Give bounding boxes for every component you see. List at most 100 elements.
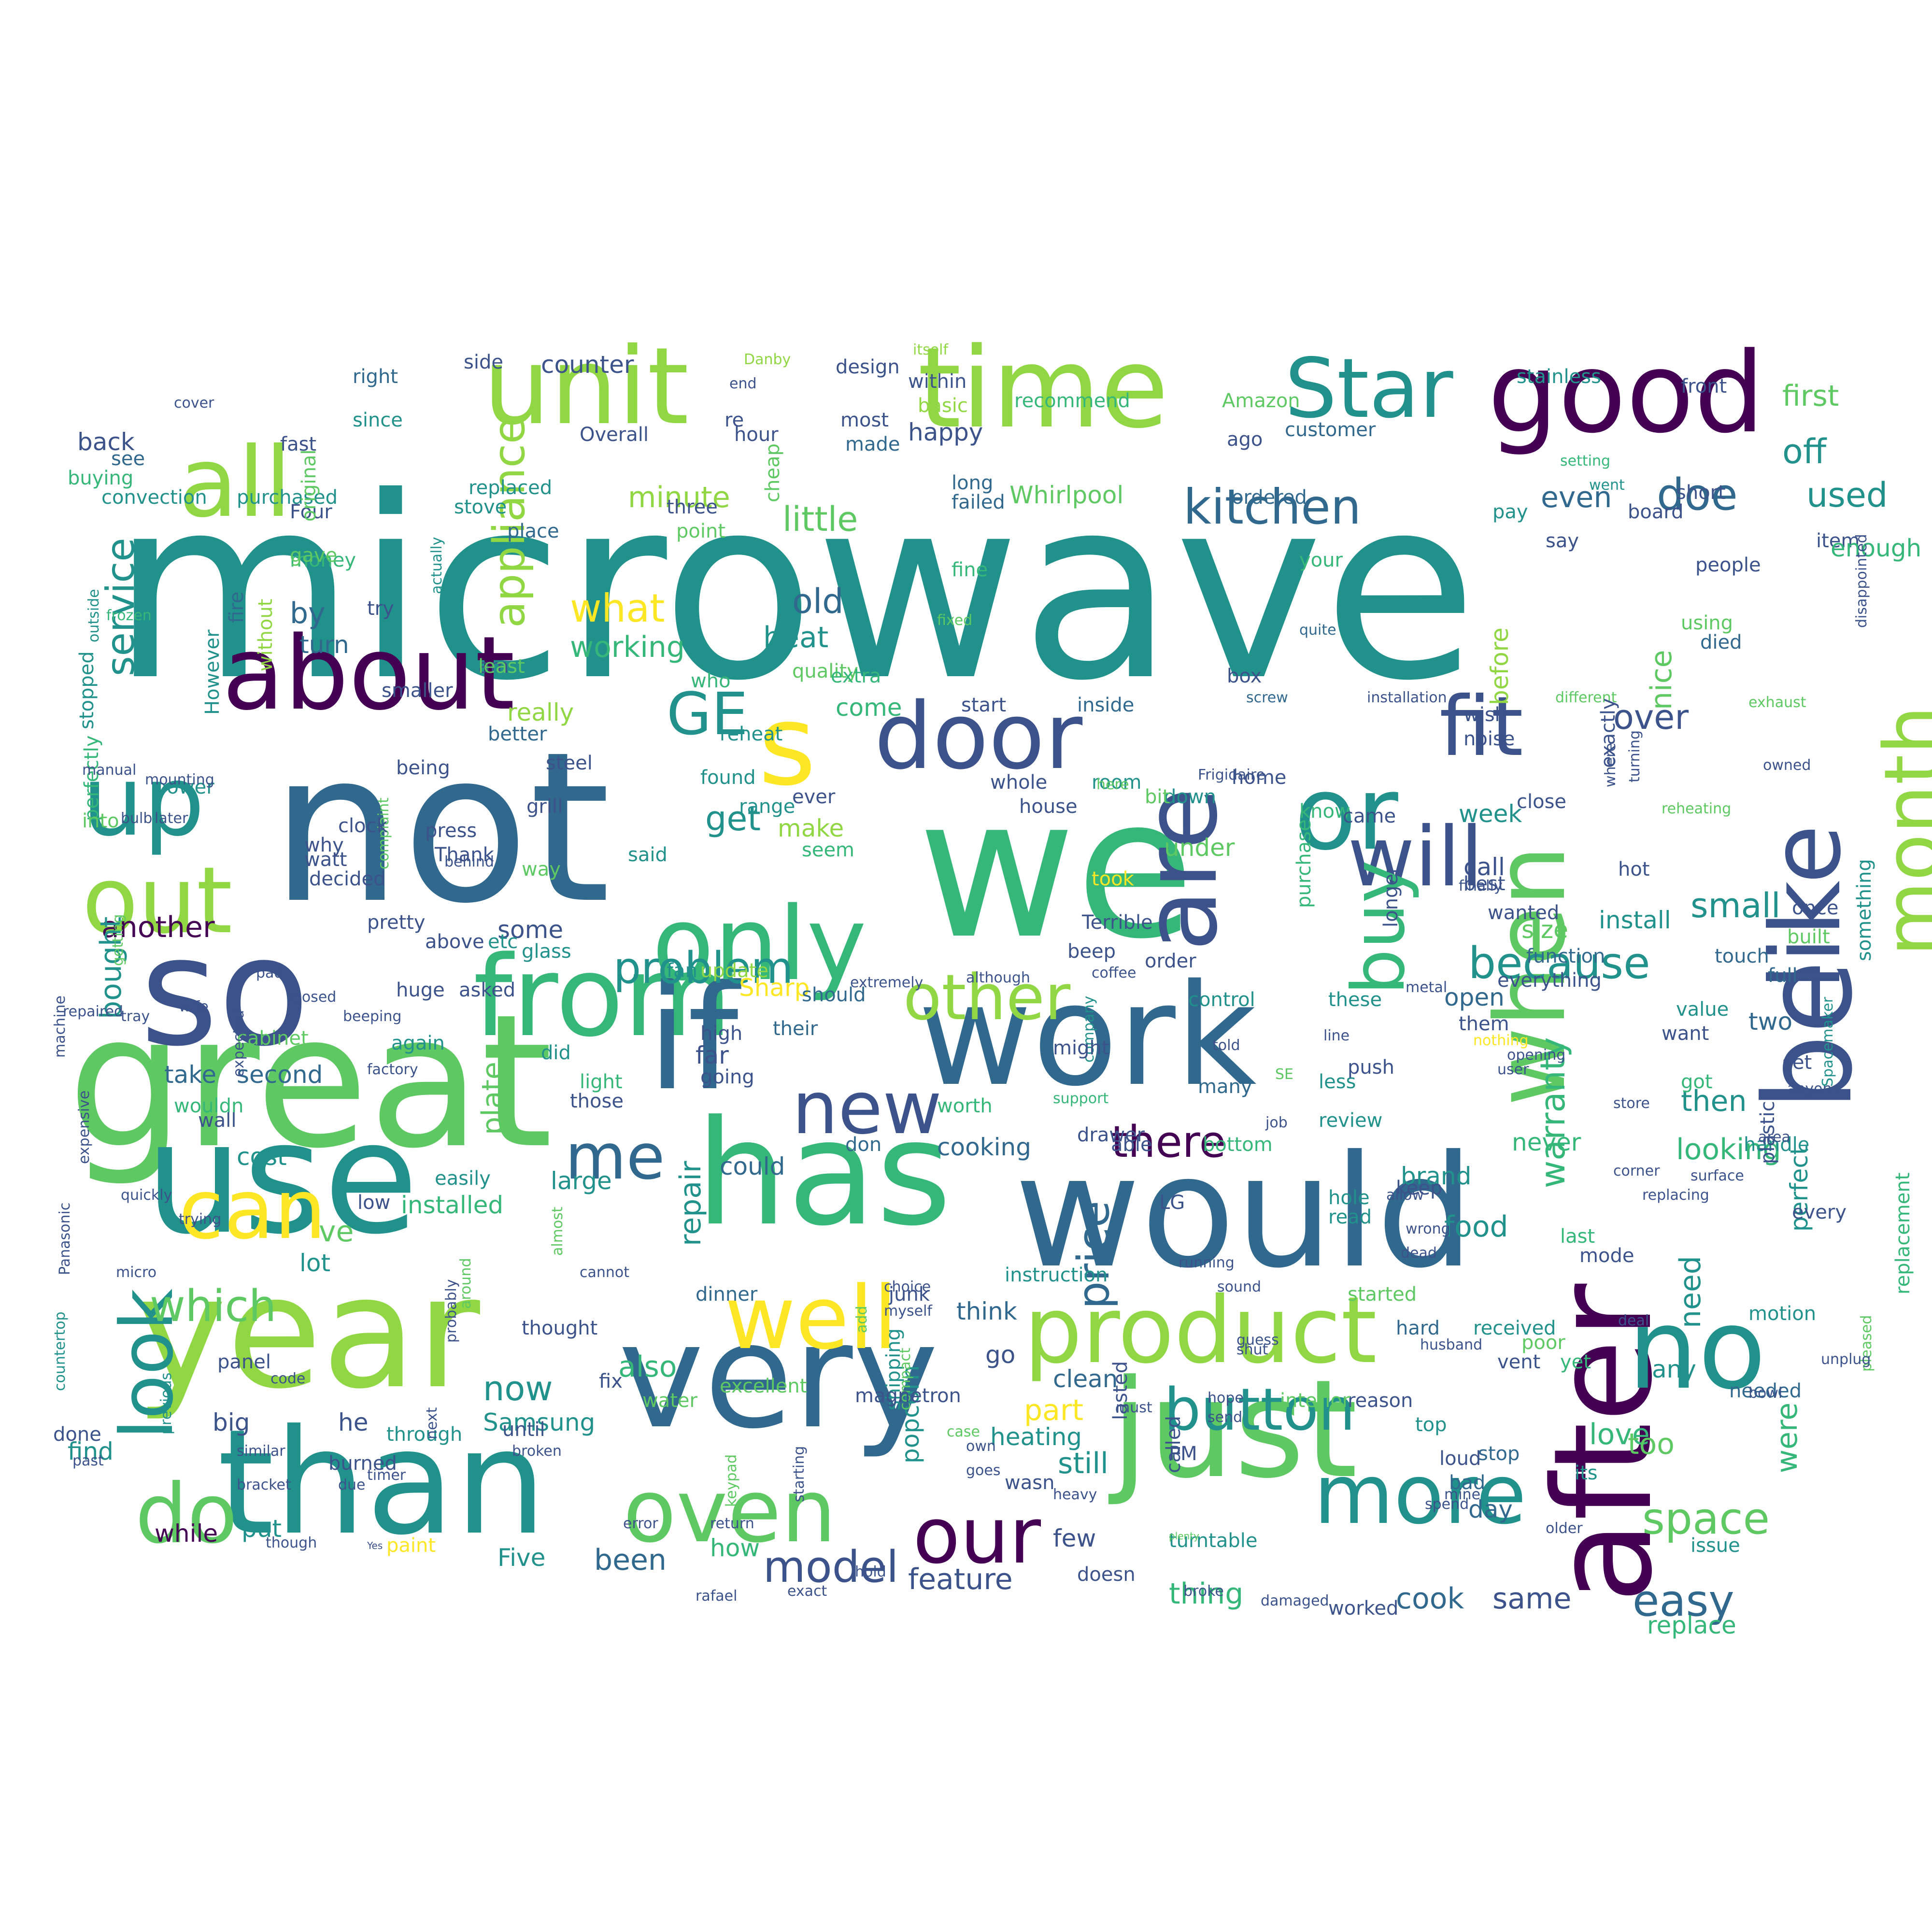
cloud-word: cabinet (237, 1027, 309, 1050)
cloud-word: would (1014, 1122, 1475, 1302)
cloud-word: without (255, 598, 277, 671)
cloud-word: seem (802, 839, 855, 861)
cloud-word: yet (1560, 1351, 1591, 1373)
cloud-word: far (696, 1041, 729, 1069)
cloud-word: surface (1690, 1167, 1744, 1184)
cloud-word: installation (1367, 689, 1447, 706)
cloud-word: decided (309, 868, 386, 890)
cloud-word: dinner (696, 1283, 758, 1306)
cloud-word: down (1164, 786, 1216, 808)
cloud-word: he (338, 1408, 369, 1436)
cloud-word: owned (1763, 757, 1811, 774)
cloud-word: hope (1208, 1390, 1244, 1406)
cloud-word: same (1492, 1582, 1572, 1616)
cloud-word: also (618, 1350, 677, 1384)
cloud-word: quite (1299, 622, 1336, 639)
cloud-word: while (155, 1520, 218, 1548)
cloud-word: mine (1444, 1486, 1481, 1503)
cloud-word: stove (454, 496, 507, 518)
cloud-word: huge (396, 979, 445, 1001)
cloud-word: small (1690, 886, 1781, 925)
cloud-word: very (618, 1292, 938, 1461)
cloud-word: micro (116, 1264, 157, 1281)
cloud-word: design (836, 356, 900, 378)
cloud-word: case (947, 1423, 980, 1440)
cloud-word: pad (256, 965, 284, 981)
cloud-word: cheap (762, 443, 784, 502)
cloud-word: first (1782, 379, 1839, 413)
cloud-word: time (918, 324, 1169, 453)
cloud-word: too (1628, 1427, 1675, 1461)
cloud-word: fast (280, 433, 317, 455)
cloud-word: last (1560, 1225, 1595, 1248)
cloud-word: into (82, 810, 119, 832)
cloud-word: food (1444, 1210, 1508, 1244)
cloud-word: hour (734, 424, 779, 446)
cloud-word: bottom (1203, 1134, 1273, 1156)
cloud-word: replaced (469, 477, 553, 499)
cloud-word: which (150, 1281, 277, 1332)
cloud-word: Panasonic (57, 1202, 73, 1275)
cloud-word: basic (918, 395, 968, 417)
cloud-word: week (1459, 800, 1522, 828)
cloud-word: wrong (1406, 1221, 1450, 1237)
cloud-word: or (1294, 754, 1398, 873)
cloud-word: countertop (52, 1311, 69, 1391)
cloud-word: though (266, 1534, 317, 1551)
cloud-word: go (985, 1341, 1016, 1369)
cloud-word: magnetron (855, 1385, 961, 1407)
cloud-word: door (874, 683, 1083, 790)
cloud-word: although (966, 969, 1030, 986)
cloud-word: reason (1348, 1390, 1413, 1412)
cloud-word: own (966, 1438, 996, 1455)
cloud-word: set (1782, 1051, 1812, 1074)
cloud-word: until (502, 1419, 545, 1441)
cloud-word: hold (855, 1563, 886, 1580)
cloud-word: Amazon (1222, 390, 1300, 412)
cloud-word: burned (328, 1452, 397, 1475)
cloud-word: watt (304, 849, 347, 871)
cloud-word: hot (1618, 858, 1650, 881)
cloud-word: reheating (1662, 800, 1732, 817)
cloud-word: pretty (367, 911, 426, 934)
cloud-word: replacing (1642, 1187, 1709, 1204)
cloud-word: plate (476, 1062, 510, 1135)
cloud-word: feature (908, 1563, 1013, 1596)
cloud-word: power (155, 776, 214, 798)
cloud-word: beeping (343, 1008, 402, 1025)
cloud-word: must (1116, 1399, 1152, 1416)
cloud-word: ever (792, 786, 836, 808)
cloud-word: microwave (111, 443, 1478, 736)
cloud-word: quickly (121, 1187, 172, 1204)
cloud-word: product (1024, 1277, 1377, 1384)
cloud-word: push (1348, 1056, 1394, 1079)
cloud-word: PM (1169, 1443, 1197, 1465)
cloud-word: its (1575, 1462, 1598, 1484)
cloud-word: come (836, 694, 902, 722)
cloud-word: Terrible (1082, 911, 1153, 934)
cloud-word: press (425, 820, 477, 842)
cloud-word: still (1058, 1447, 1108, 1480)
cloud-word: buying (68, 467, 134, 489)
cloud-word: love (1589, 1418, 1650, 1451)
cloud-word: use (145, 1089, 419, 1268)
cloud-word: high (700, 1023, 743, 1045)
cloud-word: even (1541, 481, 1612, 514)
cloud-word: little (782, 499, 858, 539)
cloud-word: function (1526, 945, 1605, 967)
cloud-word: might (1053, 1037, 1109, 1059)
cloud-word: Star (1285, 341, 1453, 437)
cloud-word: could (720, 1152, 785, 1180)
cloud-word: fix (599, 1370, 623, 1392)
cloud-word: long (952, 472, 994, 494)
cloud-word: hole (1328, 1187, 1370, 1209)
cloud-word: minute (628, 481, 730, 514)
cloud-word: extremely (850, 974, 923, 991)
cloud-word: water (642, 1390, 697, 1412)
cloud-word: large (551, 1167, 612, 1195)
cloud-word: heavy (1053, 1486, 1097, 1503)
cloud-word: install (1599, 906, 1671, 934)
cloud-word: those (570, 1090, 624, 1112)
cloud-word: under (1164, 834, 1235, 862)
cloud-word: some (497, 916, 564, 944)
